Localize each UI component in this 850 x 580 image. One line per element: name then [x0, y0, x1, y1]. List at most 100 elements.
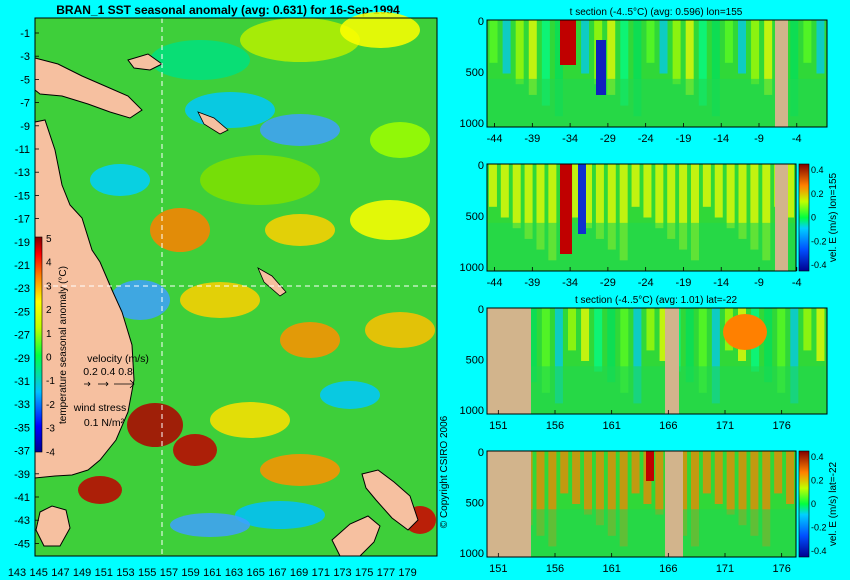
sst-anomaly-map: -1-3-5-7-9-11-13-15-17-19-21-23-25-27-29… — [8, 12, 438, 579]
section-streak — [774, 451, 783, 494]
map-y-tick-label: -39 — [14, 469, 30, 481]
colorbar-tick-label: -1 — [46, 376, 55, 387]
section-streak — [646, 308, 655, 351]
section-jet-east — [646, 451, 654, 481]
section-x-tick-label: 176 — [772, 563, 790, 575]
section-streak — [790, 20, 799, 117]
colorbar-tick-label: -4 — [46, 447, 55, 458]
velocity-colorbar-gradient — [798, 450, 810, 558]
colorbar-label: temperature seasonal anomaly (°C) — [58, 266, 69, 424]
map-y-tick-label: -45 — [14, 538, 30, 550]
map-y-tick-label: -3 — [20, 51, 30, 63]
map-y-tick-label: -35 — [14, 422, 30, 434]
section-streak — [584, 164, 593, 229]
anomaly-blob — [340, 12, 420, 48]
section-x-tick-label: -44 — [487, 277, 503, 289]
section-streak — [631, 164, 640, 207]
section-y-tick-label: 1000 — [460, 405, 484, 417]
anomaly-blob — [185, 92, 275, 128]
land-papua — [34, 57, 143, 119]
section-streak — [790, 308, 799, 404]
anomaly-blob — [173, 434, 217, 466]
section-y-tick-label: 500 — [466, 354, 484, 366]
anomaly-blob — [320, 381, 380, 409]
section-streak — [764, 20, 773, 95]
section-streak — [667, 164, 676, 239]
map-y-tick-label: -23 — [14, 283, 30, 295]
section-warm-patch — [723, 314, 767, 350]
section-streak — [738, 20, 746, 74]
map-x-tick-label: 151 — [95, 567, 113, 579]
vector-legend: velocity (m/s) 0.2 0.4 0.8 wind stress 0… — [73, 353, 149, 429]
section-streak — [528, 308, 537, 383]
section-land — [665, 308, 679, 414]
map-y-tick-label: -13 — [14, 167, 30, 179]
wind-legend-label: wind stress — [73, 402, 127, 414]
section-streak — [515, 20, 524, 85]
section-land — [487, 308, 531, 414]
section-x-tick-label: 161 — [602, 563, 620, 575]
map-x-tick-label: 179 — [398, 567, 416, 579]
map-y-tick-label: -21 — [14, 260, 30, 272]
map-x-tick-label: 161 — [203, 567, 221, 579]
map-x-tick-label: 165 — [247, 567, 265, 579]
section-x-tick-label: 166 — [659, 563, 677, 575]
map-y-tick-label: -37 — [14, 446, 30, 458]
section-streak — [560, 451, 569, 494]
section-streak — [489, 20, 498, 63]
section-frame — [486, 19, 828, 128]
velocity-colorbar-tick: -0.4 — [811, 546, 827, 556]
land-new-zealand-north — [361, 469, 419, 531]
section-streak — [620, 308, 629, 393]
section-x-tick-label: -34 — [562, 133, 578, 145]
section-streak — [619, 451, 628, 547]
section-streak — [548, 451, 557, 547]
section-panel-4: 0 500 1000 151 156 161 166 171 176 0.4 0.2 0 -0.2 -0.… — [460, 447, 839, 575]
section-y-tick-label: 500 — [466, 211, 484, 223]
map-y-tick-label: -7 — [20, 98, 30, 110]
section-x-tick-label: 156 — [546, 563, 564, 575]
section-streak — [786, 164, 795, 218]
section-hot-core — [560, 20, 576, 65]
section-streak — [646, 20, 655, 63]
section-streak — [816, 20, 825, 74]
section-streak — [679, 451, 688, 536]
section-streak — [679, 164, 688, 250]
section-streak — [751, 20, 760, 85]
section-streak — [572, 164, 581, 218]
section-x-tick-label: 161 — [602, 420, 620, 432]
sst-colorbar: 5 4 3 2 1 0 -1 -2 -3 -4 temperature seasonal anom… — [34, 234, 69, 458]
section-streak — [724, 20, 733, 63]
section-x-tick-label: -24 — [638, 133, 654, 145]
map-x-tick-label: 159 — [181, 567, 199, 579]
section-x-tick-label: -39 — [524, 277, 540, 289]
section-x-tick-label: -34 — [562, 277, 578, 289]
section-x-tick-label: 176 — [772, 420, 790, 432]
section-streak — [633, 308, 642, 404]
section-streak — [528, 20, 537, 95]
section-streak — [738, 164, 747, 239]
section-streak — [631, 451, 640, 494]
section-streak — [536, 164, 545, 250]
section-land — [665, 451, 683, 557]
section-streak — [524, 164, 533, 239]
colorbar-gradient — [34, 236, 43, 453]
section-streak — [762, 164, 771, 261]
section-streak — [803, 308, 812, 351]
section-streak — [572, 451, 581, 504]
section-streak — [655, 451, 664, 515]
section-x-tick-label: -9 — [754, 133, 764, 145]
section-streak — [581, 20, 590, 74]
section-streak — [655, 164, 664, 229]
section-y-tick-label: 0 — [478, 160, 484, 172]
anomaly-blob — [180, 282, 260, 318]
anomaly-blob — [90, 164, 150, 196]
section-streak — [554, 20, 563, 117]
anomaly-blob — [280, 322, 340, 358]
map-x-tick-label: 163 — [225, 567, 243, 579]
velocity-legend-label: velocity (m/s) — [87, 353, 149, 365]
map-y-tick-label: -17 — [14, 214, 30, 226]
velocity-colorbar-tick: 0.2 — [811, 189, 824, 199]
anomaly-blob — [235, 501, 325, 529]
